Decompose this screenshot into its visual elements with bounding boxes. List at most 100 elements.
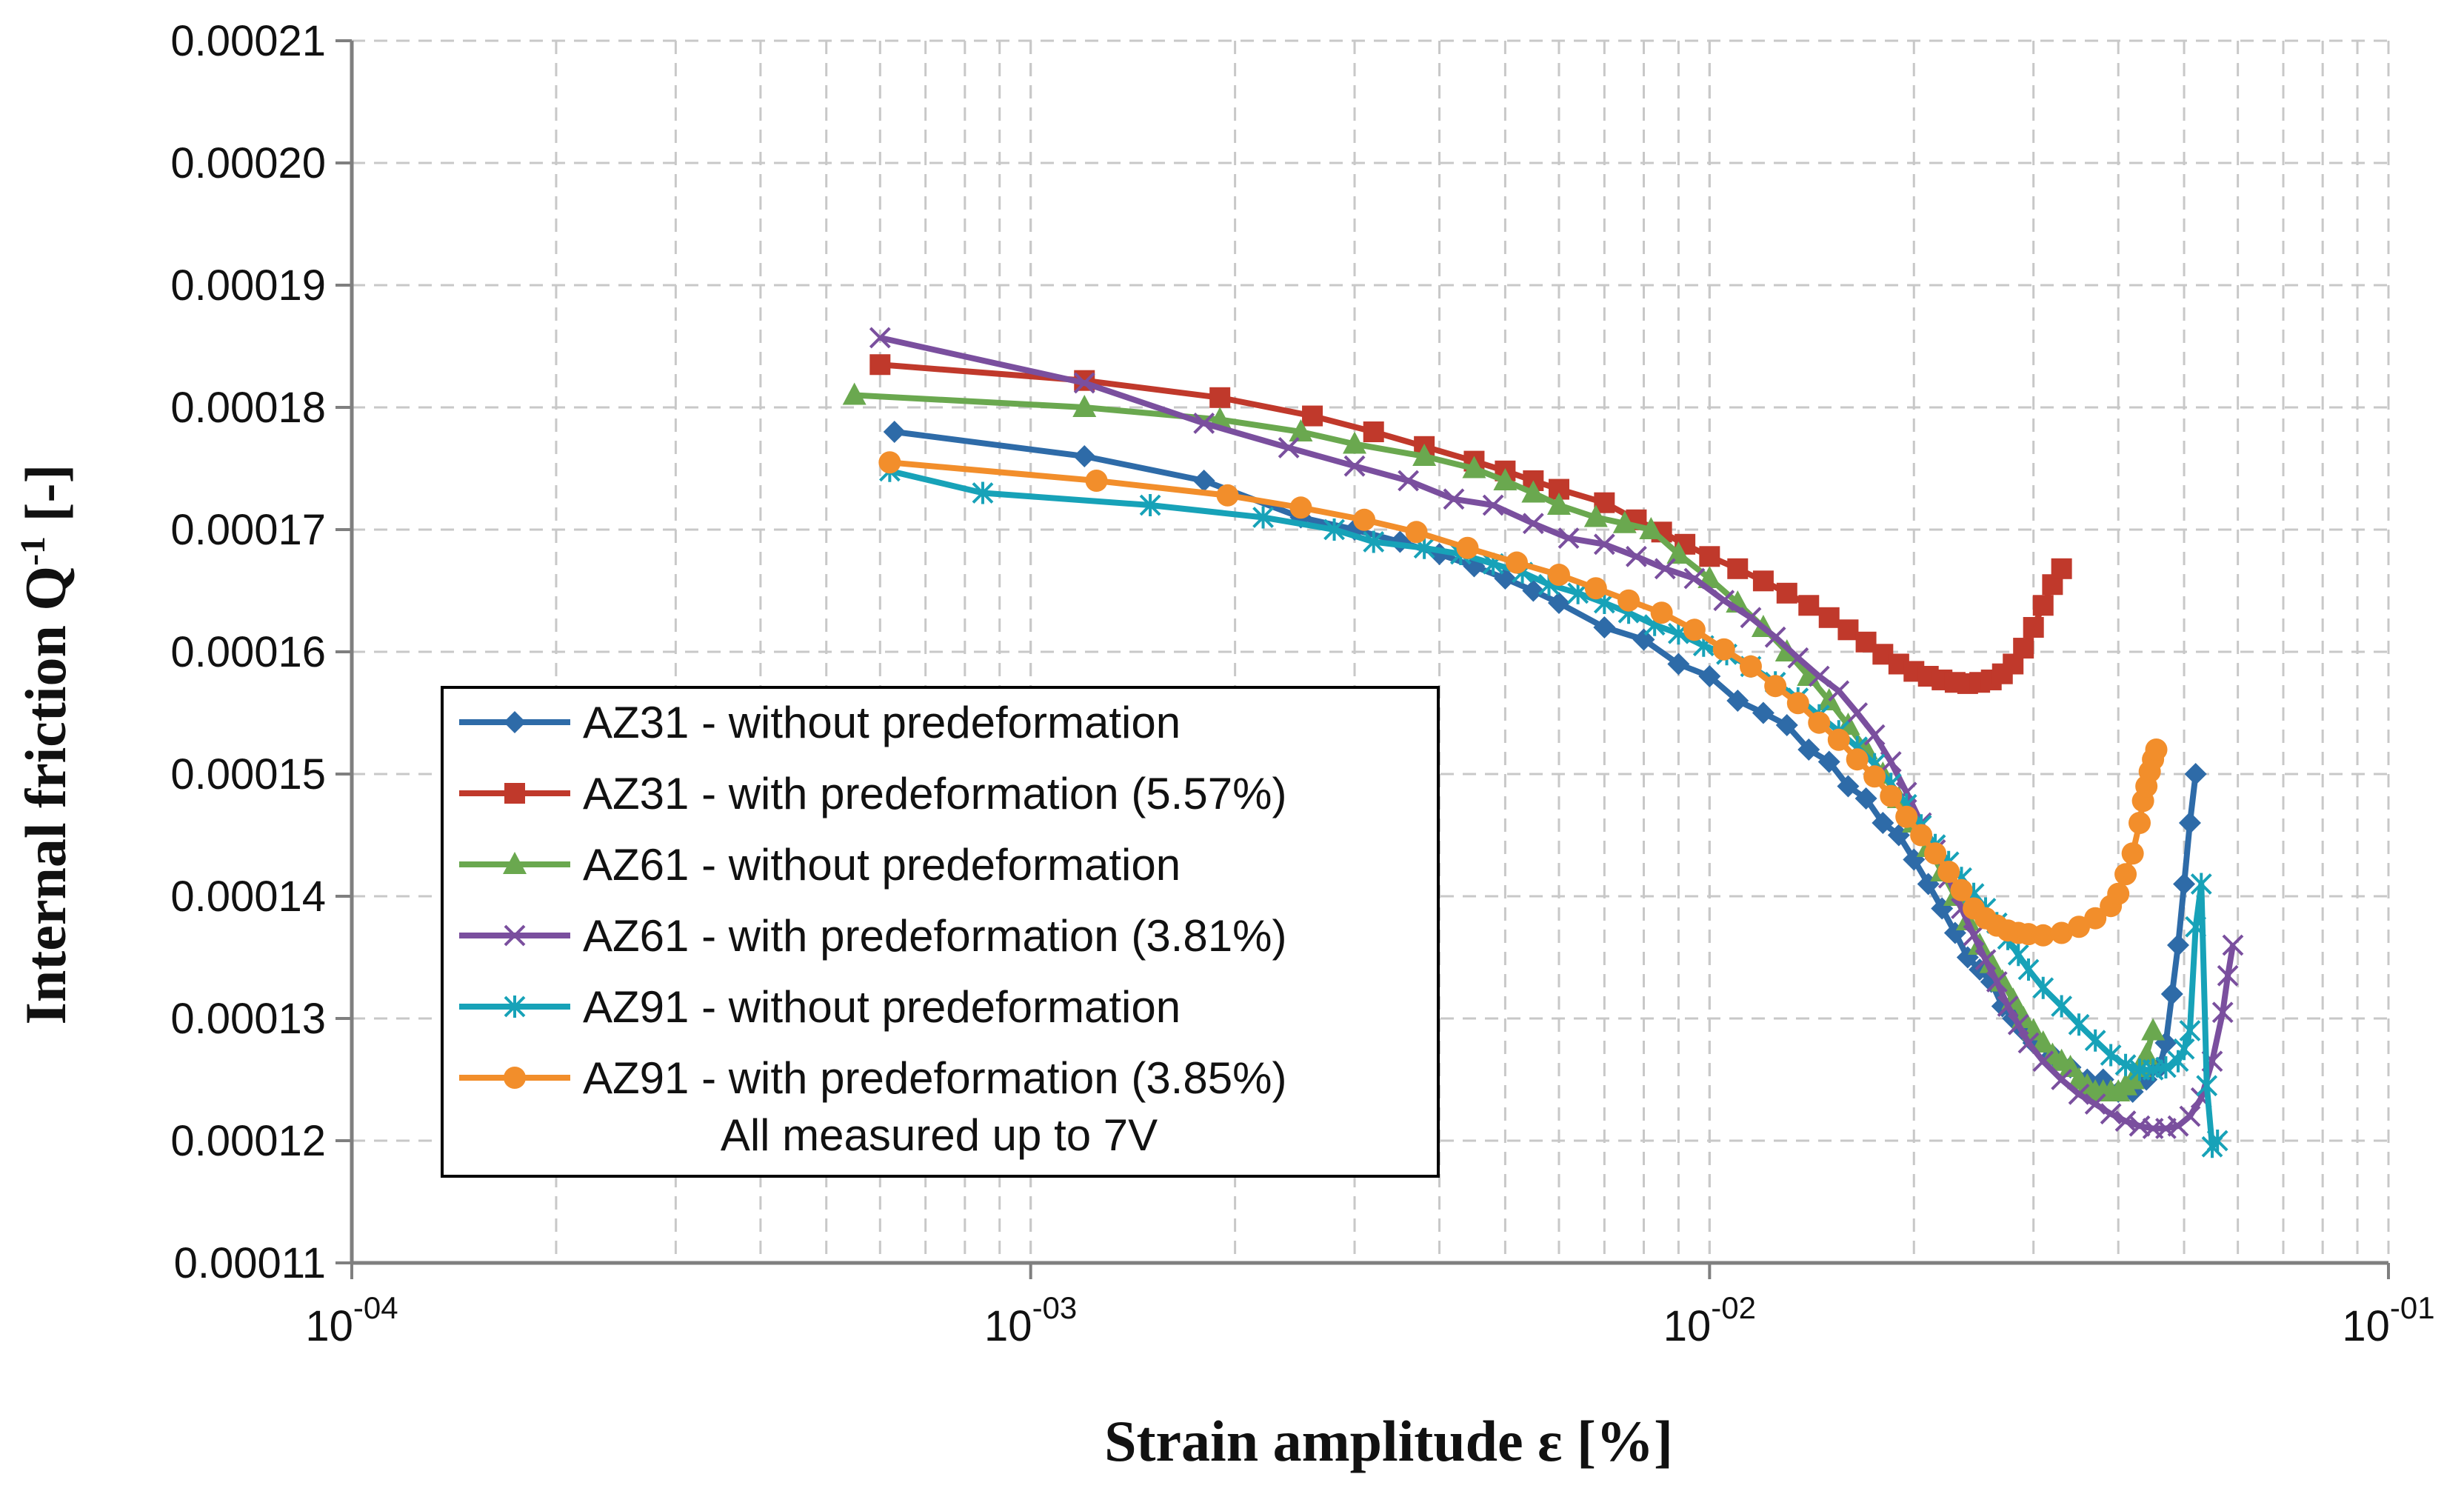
data-point	[1073, 445, 1096, 467]
data-point	[1997, 996, 2019, 1017]
data-point	[1699, 546, 1720, 567]
data-point	[1363, 530, 1385, 553]
data-point	[842, 382, 867, 405]
data-point	[2155, 1056, 2177, 1078]
data-point	[1712, 638, 1735, 661]
data-point	[1593, 616, 1616, 638]
data-point	[2058, 1055, 2083, 1077]
data-point	[504, 783, 525, 804]
legend-item: AZ31 - without predeformation	[459, 698, 1181, 747]
legend: AZ31 - without predeformation AZ31 - with…	[441, 686, 1440, 1178]
data-point	[1343, 455, 1366, 477]
data-point	[2211, 1001, 2234, 1024]
data-point	[1895, 805, 1918, 828]
data-point	[2084, 1093, 2106, 1115]
data-point	[1493, 468, 1518, 490]
legend-label: AZ91 - without predeformation	[583, 982, 1181, 1032]
data-point	[1863, 724, 1886, 746]
data-point	[1216, 484, 1239, 507]
data-point	[2222, 934, 2244, 956]
data-point	[1828, 680, 1850, 702]
data-point	[2114, 1053, 2137, 1076]
y-axis-title-spacer	[13, 521, 78, 536]
data-point	[1398, 470, 1420, 492]
y-tick-label: 0.00011	[174, 1239, 326, 1287]
data-point	[504, 1067, 526, 1089]
y-axis-title-main: Internal friction Q	[13, 566, 78, 1025]
data-point	[883, 421, 906, 443]
series-6	[878, 451, 2168, 947]
data-point	[2141, 1018, 2166, 1041]
data-point	[1787, 647, 1809, 669]
data-point	[2100, 1103, 2122, 1125]
x-tick-label: 10-03	[984, 1290, 1077, 1350]
data-point	[1546, 493, 1571, 515]
data-point	[1363, 421, 1384, 442]
x-tick-label: 10-01	[2342, 1290, 2434, 1350]
y-tick-label: 0.00016	[170, 628, 326, 676]
data-point	[2032, 1050, 2054, 1073]
data-point	[2013, 638, 2034, 659]
data-point	[2032, 595, 2054, 616]
y-axis-title: Internal friction Q-1 [-]	[13, 464, 78, 1024]
data-point	[2021, 1018, 2046, 1041]
data-point	[1837, 775, 1860, 798]
data-point	[2167, 934, 2190, 956]
y-axis-title-unit: [-]	[13, 464, 78, 521]
data-point	[1740, 607, 1762, 629]
data-point	[1937, 861, 1960, 883]
data-point	[1846, 702, 1869, 724]
data-point	[2107, 882, 2130, 905]
data-point	[1506, 551, 1529, 574]
data-point	[972, 481, 994, 504]
data-point	[1979, 950, 2003, 973]
data-point	[1073, 372, 1095, 394]
y-tick-labels: 0.00011 0.00012 0.00013 0.00014 0.00015 0.000…	[170, 17, 326, 1287]
data-point	[1854, 787, 1877, 810]
data-point	[1072, 395, 1097, 417]
x-tick-label: 10-04	[305, 1290, 398, 1350]
data-point	[1764, 675, 1787, 698]
data-point	[1443, 488, 1465, 510]
data-point	[2196, 1074, 2218, 1097]
data-point	[2114, 1110, 2137, 1133]
data-point	[1786, 692, 1809, 715]
data-point	[1910, 824, 1933, 847]
data-point	[2114, 863, 2137, 886]
data-point	[2173, 873, 2196, 896]
data-point	[1193, 413, 1215, 434]
data-point	[1818, 607, 1840, 628]
data-point	[1302, 405, 1323, 427]
data-point	[2100, 1044, 2122, 1067]
data-point	[1650, 601, 1673, 624]
data-point	[1522, 513, 1544, 535]
data-point	[2179, 1019, 2201, 1042]
data-point	[1986, 971, 2008, 993]
data-point	[1764, 626, 1786, 648]
data-point	[1924, 842, 1947, 865]
data-point	[1752, 570, 1774, 592]
data-point	[2068, 1083, 2090, 1105]
data-point	[1752, 701, 1774, 724]
data-point	[2017, 958, 2040, 981]
data-point	[2007, 1013, 2029, 1036]
x-tick-labels: 10-04 10-03 10-02 10-01	[305, 1290, 2434, 1350]
data-point	[1950, 878, 1973, 901]
y-tick-label: 0.00018	[170, 384, 326, 432]
data-point	[1727, 558, 1749, 579]
data-point	[503, 852, 527, 874]
data-point	[1209, 387, 1231, 408]
data-point	[1192, 470, 1215, 492]
data-point	[2190, 873, 2212, 896]
legend-label: AZ91 - with predeformation (3.85%)	[583, 1053, 1286, 1103]
data-point	[1683, 618, 1706, 641]
data-point	[1667, 653, 1690, 676]
data-point	[2142, 1058, 2164, 1081]
data-point	[1547, 592, 1570, 614]
data-point	[2129, 812, 2151, 834]
data-point	[2121, 842, 2144, 865]
data-point	[1085, 470, 1108, 492]
data-point	[2068, 916, 2091, 938]
data-point	[1593, 533, 1615, 556]
data-point	[1963, 924, 1985, 947]
